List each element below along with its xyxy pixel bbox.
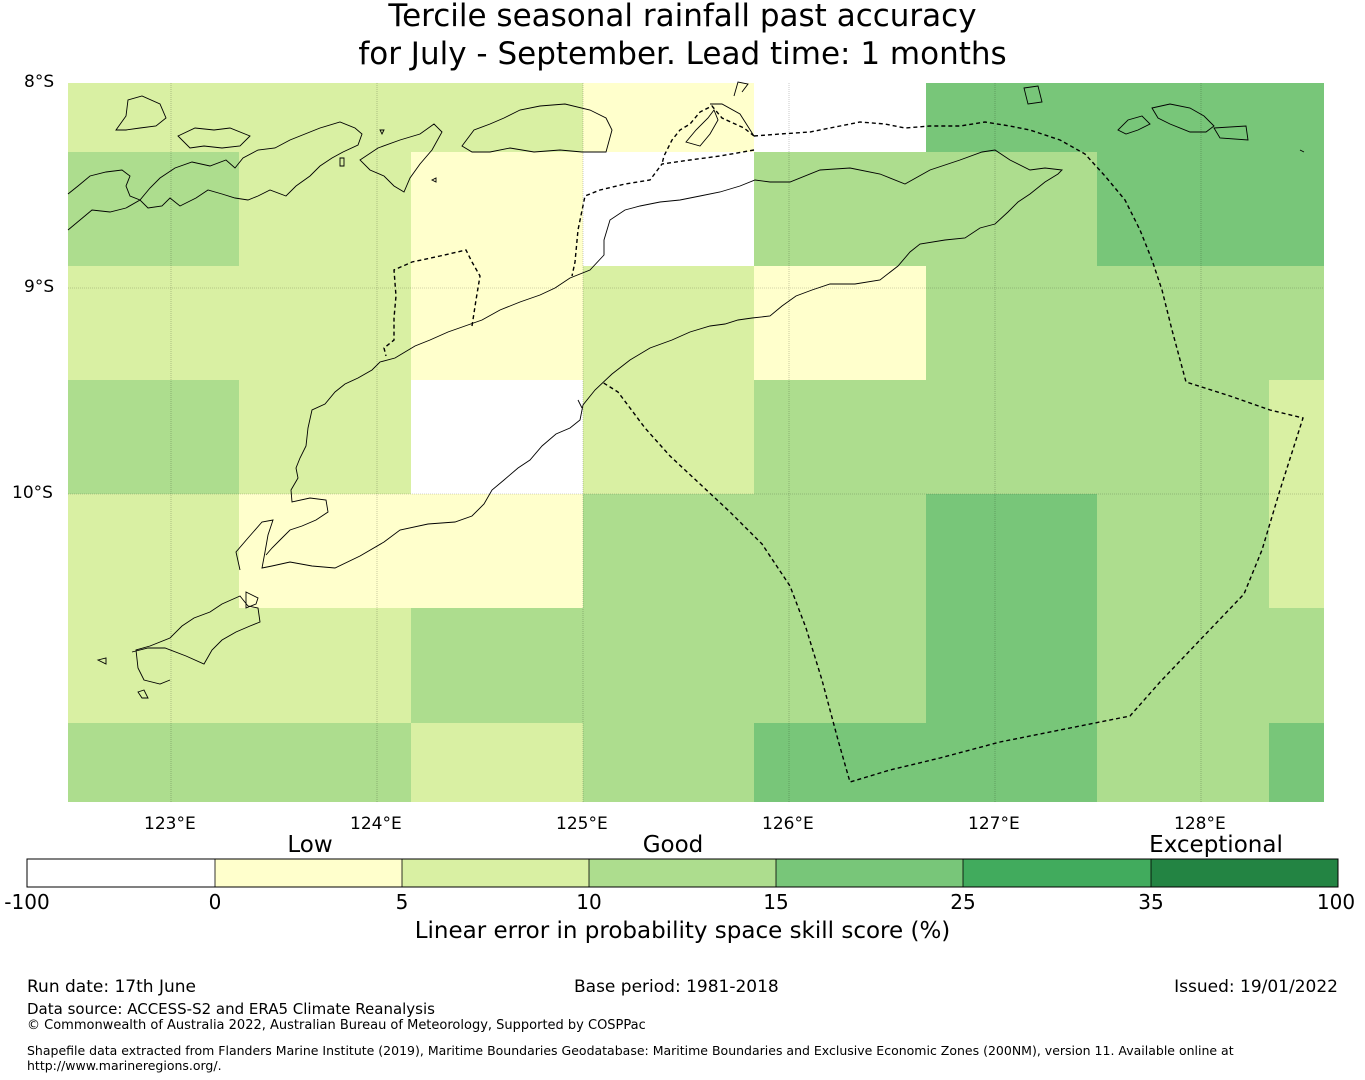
data-source: Data source: ACCESS-S2 and ERA5 Climate … [27, 1000, 435, 1018]
shapefile-credit-line-1: Shapefile data extracted from Flanders M… [27, 1043, 1234, 1058]
colorbar-tick: 100 [1316, 890, 1356, 914]
colorbar-segment [589, 859, 776, 887]
grid-cells [68, 83, 1324, 802]
base-period: Base period: 1981-2018 [574, 977, 779, 997]
issued-date: Issued: 19/01/2022 [1174, 977, 1338, 997]
lat-label-10s: 10°S [12, 483, 53, 503]
colorbar-tick: 5 [395, 890, 409, 914]
shapefile-credit-line-2: http://www.marineregions.org/. [27, 1058, 222, 1073]
colorbar-segment [215, 859, 402, 887]
lon-label-124e: 124°E [350, 814, 402, 834]
title-line-2: for July - September. Lead time: 1 month… [358, 36, 1007, 72]
colorbar-label-exceptional: Exceptional [1149, 832, 1283, 858]
colorbar-segment [1151, 859, 1338, 887]
lon-label-123e: 123°E [144, 814, 196, 834]
colorbar-tick: 25 [950, 890, 976, 914]
lon-label-127e: 127°E [968, 814, 1020, 834]
colorbar-label-good: Good [642, 832, 704, 858]
colorbar-segment [776, 859, 963, 887]
lon-label-128e: 128°E [1174, 814, 1226, 834]
lon-label-126e: 126°E [762, 814, 814, 834]
colorbar-label-low: Low [287, 832, 333, 858]
colorbar-segment [402, 859, 589, 887]
copyright: © Commonwealth of Australia 2022, Austra… [27, 1018, 646, 1033]
colorbar-tick: 10 [576, 890, 602, 914]
run-date: Run date: 17th June [27, 977, 196, 997]
colorbar [26, 858, 1339, 888]
title-line-1: Tercile seasonal rainfall past accuracy [388, 0, 977, 34]
maritime-boundaries [383, 105, 1304, 783]
colorbar-tick: 0 [208, 890, 222, 914]
colorbar-segment [963, 859, 1151, 887]
skill-map [67, 81, 1324, 802]
graticule [68, 83, 1324, 802]
coastlines [67, 81, 1305, 699]
lat-label-8s: 8°S [24, 72, 55, 92]
colorbar-tick: 35 [1138, 890, 1164, 914]
colorbar-tick: -100 [4, 890, 50, 914]
colorbar-axis-label: Linear error in probability space skill … [414, 918, 951, 944]
lat-label-9s: 9°S [24, 277, 55, 297]
lon-label-125e: 125°E [556, 814, 608, 834]
colorbar-segment [27, 859, 215, 887]
colorbar-tick: 15 [763, 890, 789, 914]
